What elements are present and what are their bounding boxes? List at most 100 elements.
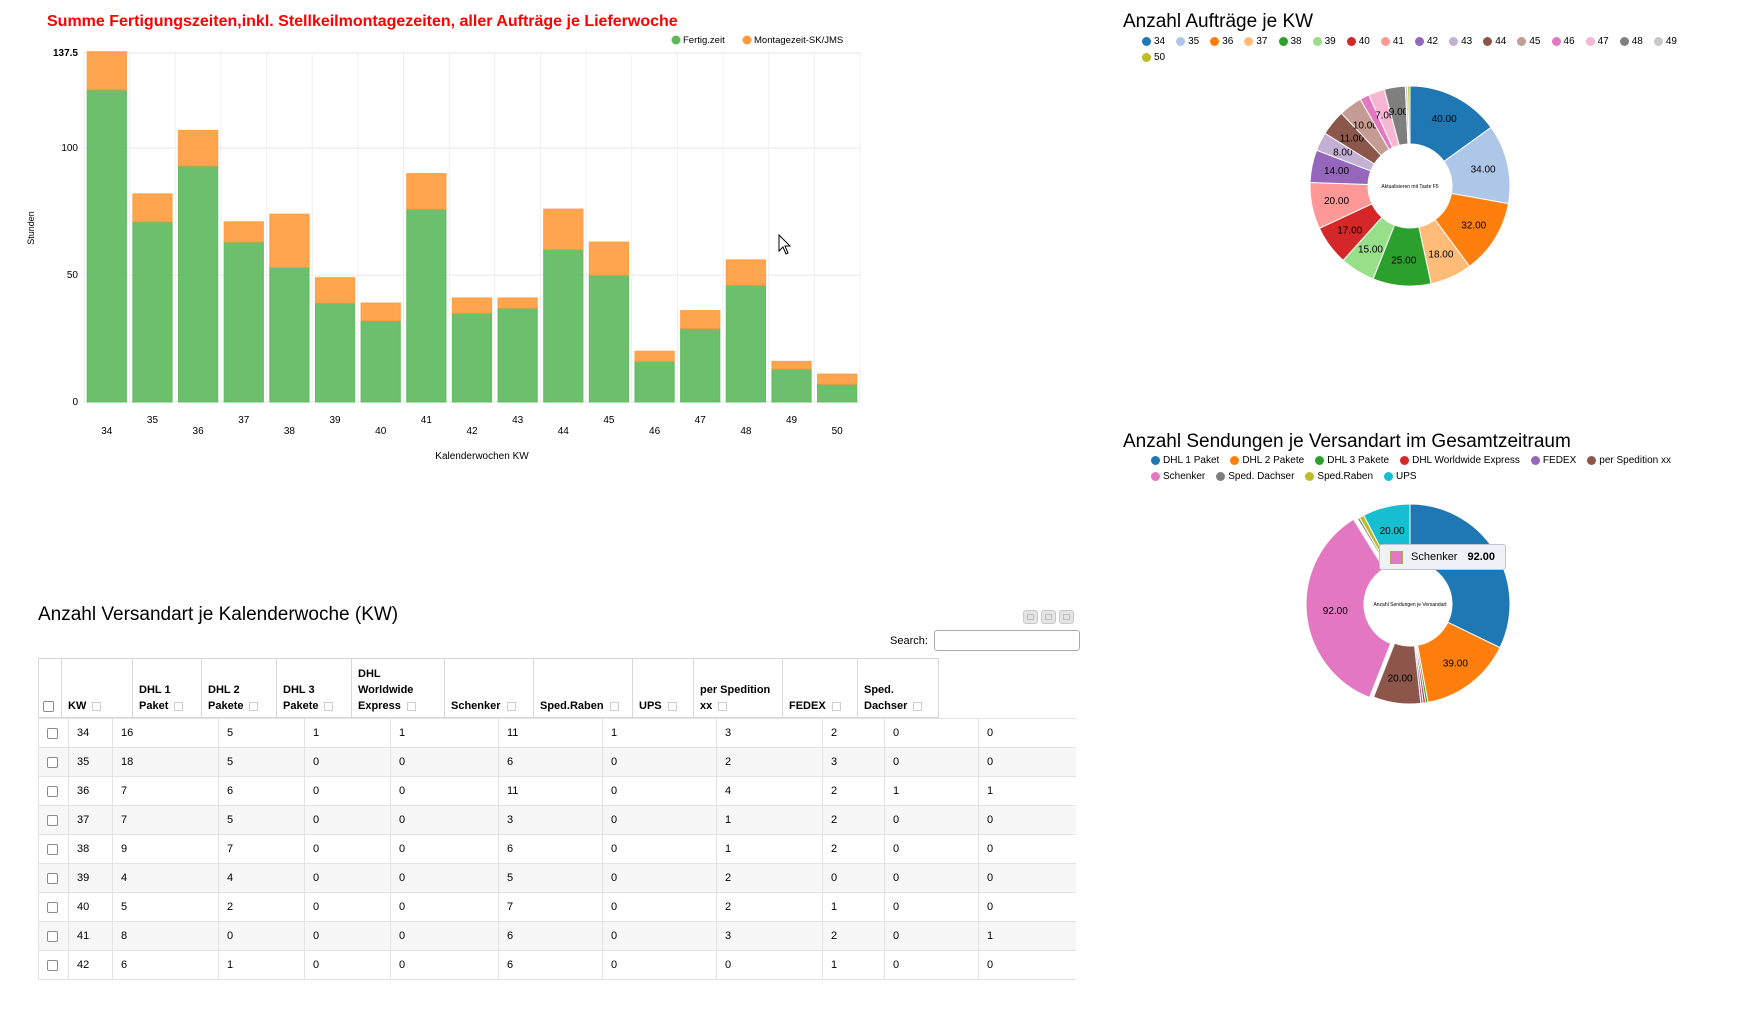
row-checkbox[interactable]	[47, 814, 58, 826]
sort-icon[interactable]	[324, 701, 334, 711]
maximize-button[interactable]	[1059, 610, 1074, 624]
table-row[interactable]: 40 5 2 0 0 7 0 2 1 0 0	[38, 892, 1076, 922]
column-header[interactable]: DHL 2 Pakete	[201, 658, 277, 718]
legend-item[interactable]: 37	[1244, 33, 1268, 49]
legend-item[interactable]: 43	[1449, 33, 1472, 49]
column-header-label: per Spedition xx	[700, 684, 771, 712]
sort-icon[interactable]	[249, 701, 259, 711]
row-checkbox[interactable]	[47, 872, 58, 884]
legend-item[interactable]: Sped. Dachser	[1216, 468, 1294, 484]
table-row[interactable]: 35 18 5 0 0 6 0 2 3 0 0	[38, 747, 1076, 777]
orders-donut-chart[interactable]: 40.00 34.00 32.00 18.00 25.00 15.00 17.00 20.00…	[1290, 80, 1530, 300]
legend-item[interactable]: 39	[1312, 33, 1336, 49]
column-header[interactable]: UPS	[632, 658, 694, 718]
legend-item[interactable]: DHL 3 Pakete	[1315, 452, 1389, 468]
legend-item[interactable]: 50	[1142, 49, 1165, 65]
slice-value-label: 34.00	[1471, 164, 1496, 175]
column-header[interactable]: DHL Worldwide Express	[351, 658, 445, 718]
row-select-cell	[38, 747, 69, 777]
column-header[interactable]: KW	[61, 658, 133, 718]
table-cell: 0	[602, 863, 717, 893]
legend-item[interactable]: 36	[1210, 33, 1233, 49]
legend-item[interactable]: 35	[1176, 33, 1199, 49]
x-tick-label: 39	[329, 415, 341, 426]
row-checkbox[interactable]	[47, 727, 58, 739]
x-tick-label: 36	[193, 426, 205, 437]
legend-item[interactable]: 40	[1346, 33, 1370, 49]
table-cell: 0	[602, 921, 717, 951]
legend-item[interactable]: 46	[1551, 33, 1575, 49]
sort-icon[interactable]	[174, 701, 184, 711]
table-row[interactable]: 37 7 5 0 0 3 0 1 2 0 0	[38, 805, 1076, 835]
y-tick-label: 0	[72, 397, 78, 408]
legend-item[interactable]: Sped.Raben	[1305, 468, 1373, 484]
table-row[interactable]: 41 8 0 0 0 6 0 3 2 0 1	[38, 921, 1076, 951]
table-cell: 2	[822, 921, 885, 951]
row-checkbox[interactable]	[47, 901, 58, 913]
row-checkbox[interactable]	[47, 959, 58, 971]
sort-icon[interactable]	[913, 701, 923, 711]
legend-item[interactable]: 48	[1619, 33, 1643, 49]
column-header[interactable]: DHL 1 Paket	[132, 658, 202, 718]
legend-item[interactable]: UPS	[1384, 468, 1417, 484]
sort-icon[interactable]	[609, 701, 619, 711]
legend-item[interactable]: DHL Worldwide Express	[1400, 452, 1520, 468]
sort-icon[interactable]	[92, 701, 102, 711]
legend-item[interactable]: 41	[1380, 33, 1404, 49]
table-cell: 37	[68, 805, 113, 835]
x-tick-label: 46	[649, 426, 661, 437]
minimize-button[interactable]	[1023, 610, 1038, 624]
table-container[interactable]: KW DHL 1 Paket DHL 2 Pakete DHL 3 Pakete DHL…	[38, 658, 1076, 984]
legend-label: Schenker	[1163, 470, 1206, 482]
table-cell: 1	[602, 718, 717, 748]
legend-item[interactable]: 49	[1653, 33, 1677, 49]
legend-item[interactable]: 44	[1483, 33, 1506, 49]
table-cell: 40	[68, 892, 113, 922]
table-row[interactable]: 36 7 6 0 0 11 0 4 2 1 1	[38, 776, 1076, 806]
column-header[interactable]: DHL 3 Pakete	[276, 658, 352, 718]
bar-montagezeit-36	[177, 129, 219, 167]
slice-value-label: 20.00	[1380, 526, 1405, 537]
legend-item[interactable]: 45	[1517, 33, 1541, 49]
legend-label: 39	[1324, 35, 1336, 47]
column-header[interactable]: per Spedition xx	[693, 658, 783, 718]
sort-icon[interactable]	[667, 701, 677, 711]
column-header[interactable]: Sped.Raben	[533, 658, 633, 718]
table-cell: 1	[716, 805, 823, 835]
sort-icon[interactable]	[718, 701, 728, 711]
legend-item[interactable]: 42	[1415, 33, 1438, 49]
legend-item[interactable]: 38	[1278, 33, 1302, 49]
row-checkbox[interactable]	[47, 930, 58, 942]
legend-item[interactable]: FEDEX	[1530, 452, 1576, 468]
legend-item[interactable]: per Spedition xx	[1587, 452, 1671, 468]
table-row[interactable]: 34 16 5 1 1 11 1 3 2 0 0	[38, 718, 1076, 748]
row-checkbox[interactable]	[47, 756, 58, 768]
legend-item[interactable]: DHL 1 Paket	[1151, 452, 1219, 468]
column-header-label: DHL Worldwide Express	[358, 668, 414, 712]
bar-fertigzeit-49	[771, 368, 812, 403]
legend-item[interactable]: 34	[1142, 33, 1165, 49]
sort-icon[interactable]	[406, 701, 416, 711]
legend-dot	[742, 35, 752, 45]
bar-fertigzeit-35	[132, 221, 173, 403]
legend-item[interactable]: DHL 2 Pakete	[1230, 452, 1304, 468]
search-input[interactable]	[933, 630, 1080, 651]
legend-item[interactable]: 47	[1585, 33, 1609, 49]
table-row[interactable]: 39 4 4 0 0 5 0 2 0 0 0	[38, 863, 1076, 893]
select-all-checkbox[interactable]	[43, 700, 54, 712]
donut-slice-schenker	[1305, 518, 1392, 699]
sort-icon[interactable]	[831, 701, 841, 711]
sort-icon[interactable]	[506, 701, 516, 711]
table-row[interactable]: 42 6 1 0 0 6 0 0 1 0 0	[38, 950, 1076, 980]
column-header[interactable]: Sped. Dachser	[857, 658, 939, 718]
row-checkbox[interactable]	[47, 843, 58, 855]
table-row[interactable]: 38 9 7 0 0 6 0 1 2 0 0	[38, 834, 1076, 864]
column-header[interactable]: FEDEX	[782, 658, 858, 718]
column-header[interactable]: Schenker	[444, 658, 534, 718]
row-checkbox[interactable]	[47, 785, 58, 797]
bar-fertigzeit-37	[223, 241, 264, 403]
table-cell: 0	[978, 892, 1076, 922]
restore-button[interactable]	[1041, 610, 1056, 624]
legend-item[interactable]: Schenker	[1151, 468, 1205, 484]
